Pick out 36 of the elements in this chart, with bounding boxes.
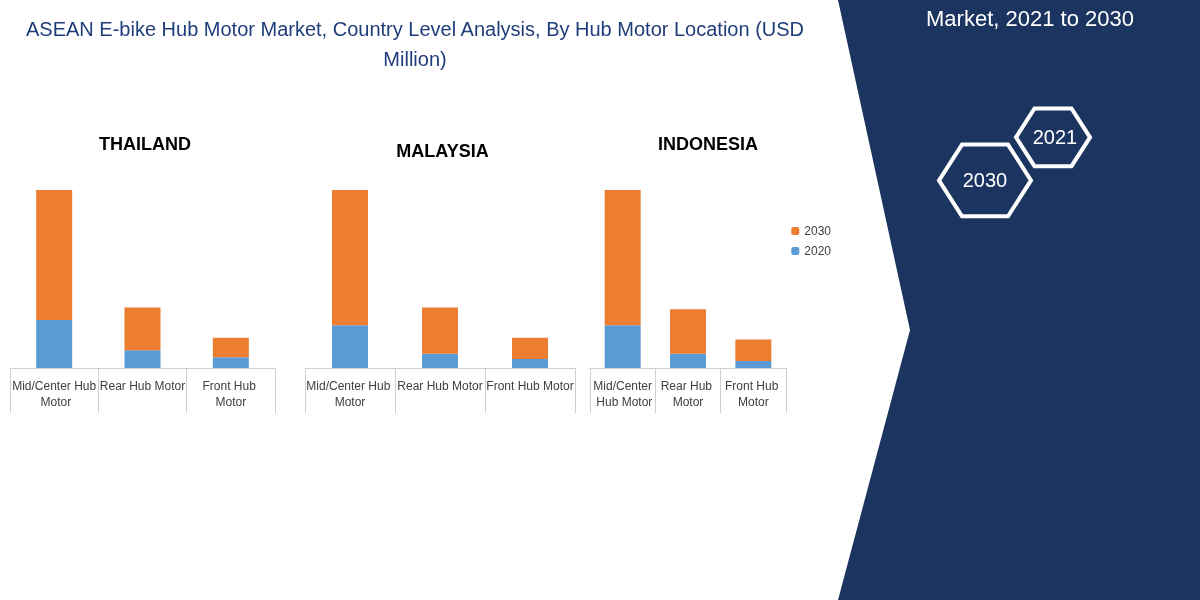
bar bbox=[604, 325, 641, 368]
chart-title: MALAYSIA bbox=[396, 141, 489, 161]
chart-title: THAILAND bbox=[99, 134, 191, 154]
text: 2021 bbox=[1031, 125, 1079, 150]
bar bbox=[670, 353, 706, 368]
bar bbox=[735, 360, 772, 368]
bar bbox=[512, 337, 548, 360]
bar bbox=[124, 307, 161, 351]
x-tick-label: Rear Hub Motor bbox=[660, 379, 716, 409]
bar bbox=[212, 337, 249, 358]
bar bbox=[735, 339, 772, 361]
bar bbox=[604, 190, 641, 326]
legend-label: 2030 bbox=[804, 224, 832, 238]
x-tick-label: Mid/Center Hub Motor bbox=[306, 379, 394, 409]
bar bbox=[124, 350, 161, 368]
text: ASEAN E-bike Hub Motor Market, Country Level Analysis, By Hub Motor Location (USD Million) bbox=[24, 17, 806, 72]
bar bbox=[212, 357, 249, 368]
bar bbox=[36, 190, 73, 320]
bar bbox=[332, 190, 368, 326]
chart-title: INDONESIA bbox=[657, 134, 759, 154]
x-tick-label: Front Hub Motor bbox=[202, 379, 260, 409]
x-tick-label: Rear Hub Motor bbox=[397, 379, 483, 393]
x-tick-label: Front Hub Motor bbox=[486, 379, 574, 393]
x-tick-label: Mid/Center Hub Motor bbox=[592, 379, 653, 409]
text: Market, 2021 to 2030 bbox=[925, 5, 1135, 33]
x-tick-label: Rear Hub Motor bbox=[99, 379, 186, 393]
bar bbox=[422, 353, 458, 368]
bar bbox=[670, 309, 706, 354]
bar bbox=[36, 319, 73, 368]
x-tick-label: Front Hub Motor bbox=[724, 379, 782, 409]
text: 2030 bbox=[961, 168, 1009, 193]
x-tick-label: Mid/Center Hub Motor bbox=[12, 379, 97, 409]
bar bbox=[512, 359, 548, 368]
bar bbox=[422, 307, 458, 354]
bar bbox=[332, 325, 368, 368]
legend-label: 2020 bbox=[804, 244, 832, 258]
